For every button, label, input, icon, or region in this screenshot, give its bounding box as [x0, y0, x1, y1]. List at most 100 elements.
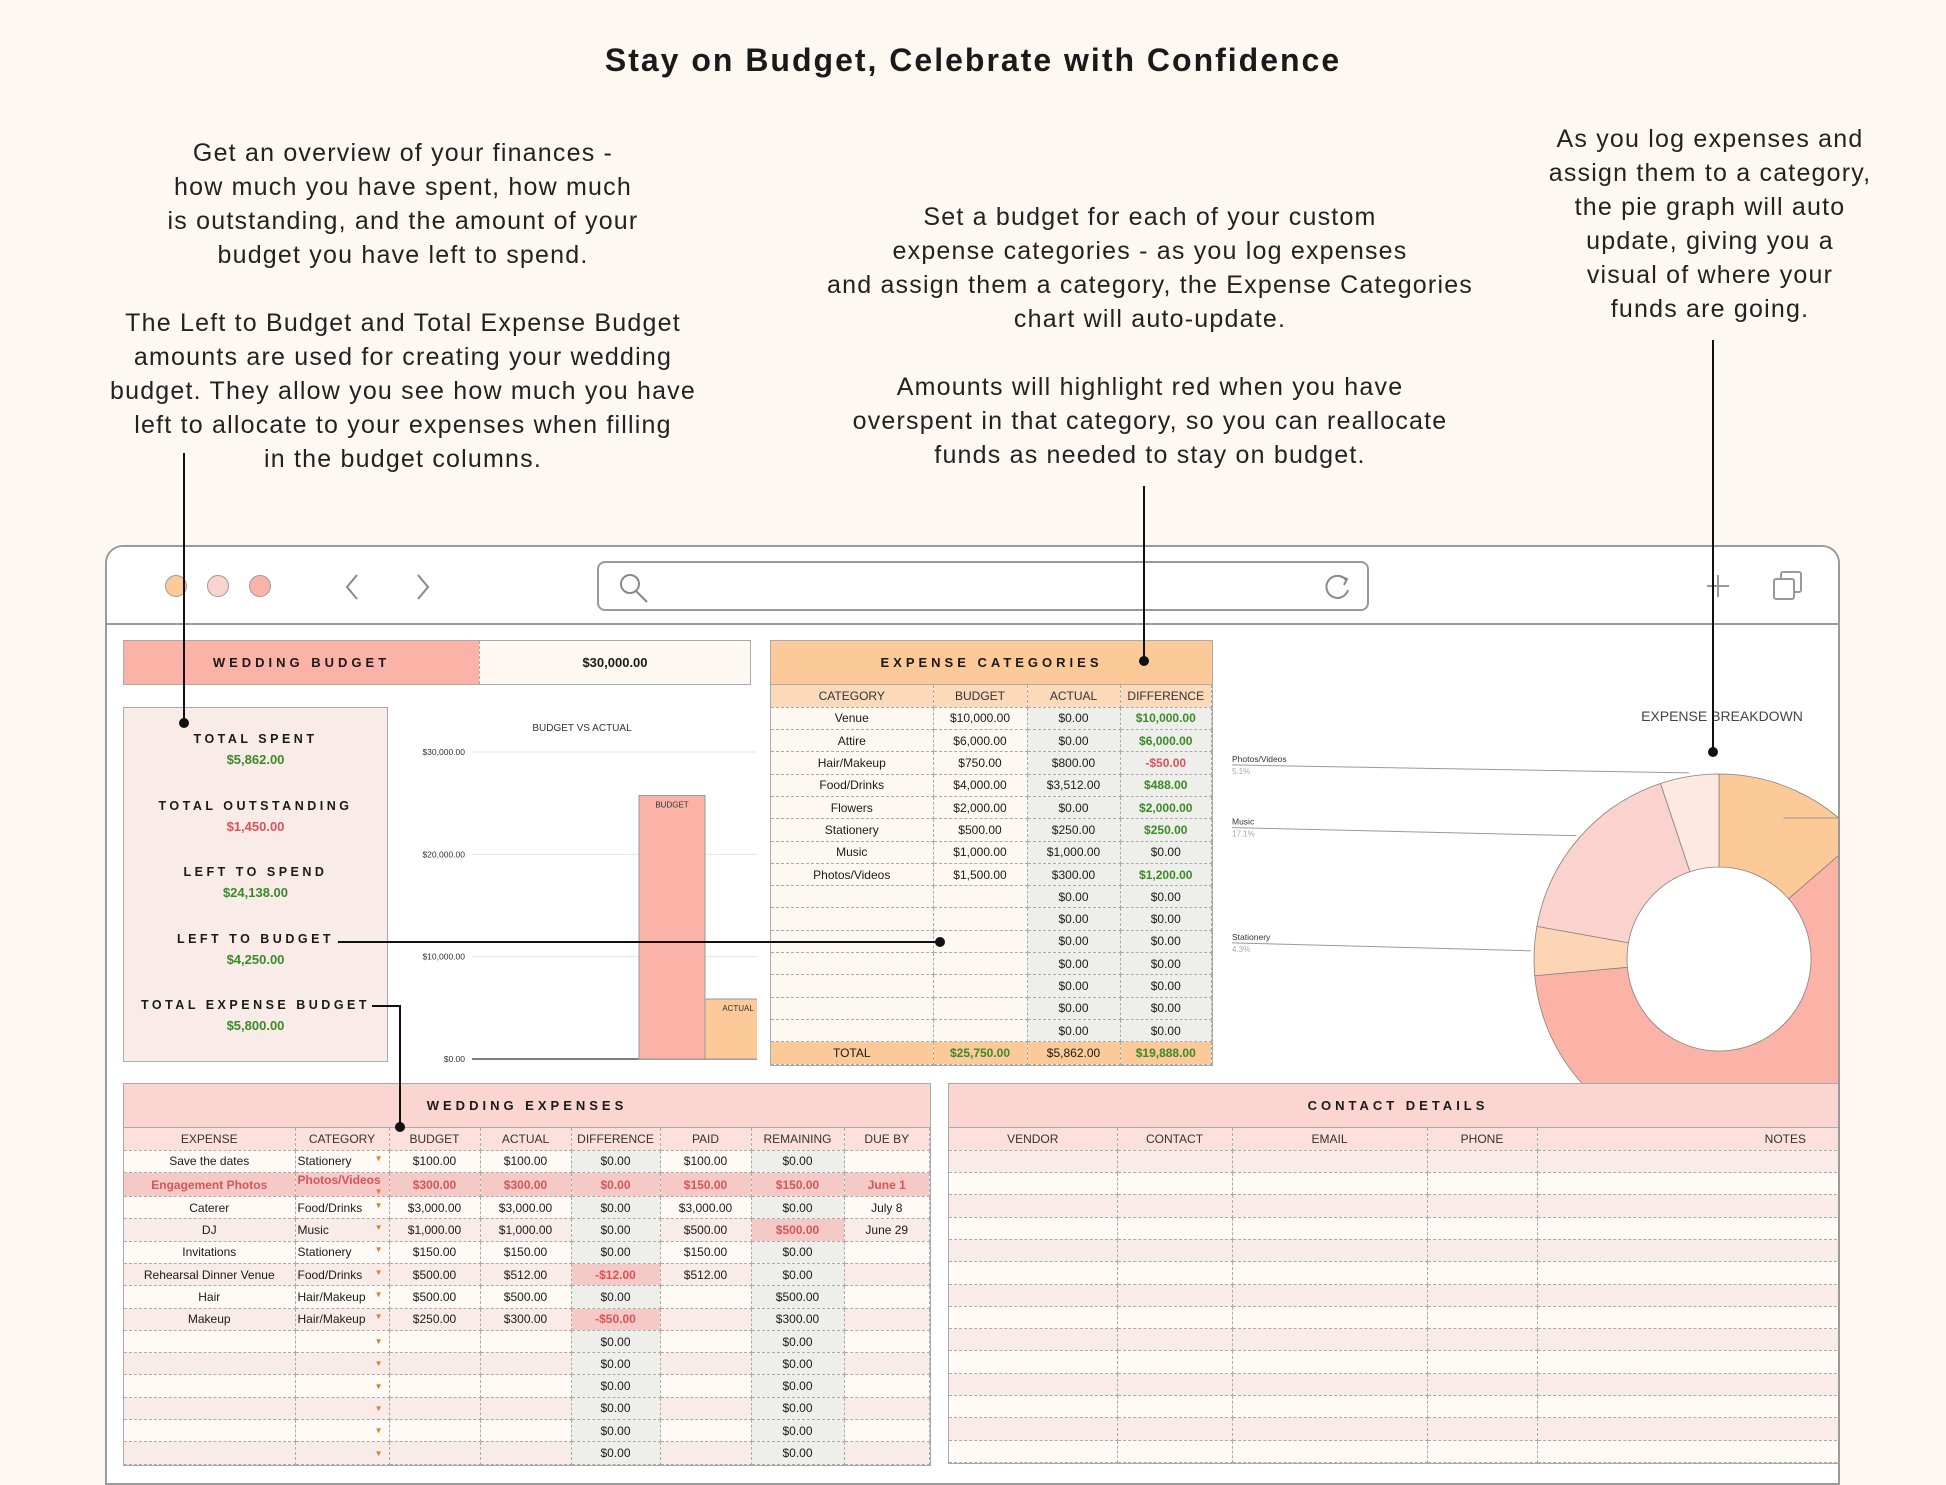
table-cell[interactable] — [1232, 1395, 1428, 1419]
category-dropdown[interactable]: Music ▼ — [295, 1218, 390, 1242]
table-cell[interactable] — [933, 997, 1028, 1020]
table-cell[interactable] — [1427, 1417, 1538, 1441]
table-cell[interactable] — [1427, 1150, 1538, 1174]
table-cell[interactable] — [949, 1194, 1118, 1218]
table-cell[interactable]: $3,000.00 — [480, 1196, 572, 1220]
table-cell[interactable]: $750.00 — [933, 751, 1028, 775]
table-cell[interactable]: $1,000.00 — [1027, 841, 1121, 864]
table-cell[interactable]: $512.00 — [660, 1263, 752, 1287]
table-cell[interactable] — [1537, 1194, 1838, 1218]
dropdown-arrow-icon[interactable]: ▼ — [374, 1312, 383, 1322]
table-cell[interactable] — [844, 1397, 930, 1421]
table-cell[interactable]: $0.00 — [1120, 885, 1212, 909]
table-cell[interactable] — [1427, 1172, 1538, 1196]
table-cell[interactable] — [660, 1374, 752, 1398]
table-cell[interactable]: $800.00 — [1027, 751, 1121, 775]
table-cell[interactable]: Engagement Photos — [124, 1172, 296, 1198]
table-cell[interactable] — [1427, 1217, 1538, 1240]
category-dropdown[interactable]: ▼ — [295, 1397, 390, 1421]
table-cell[interactable] — [1117, 1395, 1233, 1419]
table-cell[interactable] — [1232, 1440, 1428, 1463]
table-cell[interactable] — [844, 1241, 930, 1264]
table-cell[interactable]: $0.00 — [1027, 729, 1121, 753]
table-cell[interactable]: Hair/Makeup — [771, 751, 934, 775]
table-cell[interactable] — [949, 1417, 1118, 1441]
dropdown-arrow-icon[interactable]: ▼ — [374, 1359, 383, 1369]
table-cell[interactable] — [1537, 1395, 1838, 1419]
table-cell[interactable] — [933, 952, 1028, 976]
table-cell[interactable]: Caterer — [124, 1196, 296, 1220]
table-cell[interactable]: Stationery — [771, 818, 934, 842]
table-cell[interactable] — [389, 1441, 481, 1465]
table-cell[interactable] — [1117, 1417, 1233, 1441]
table-cell[interactable] — [844, 1441, 930, 1465]
table-cell[interactable] — [844, 1150, 930, 1174]
dropdown-arrow-icon[interactable]: ▼ — [374, 1154, 383, 1164]
table-cell[interactable]: $300.00 — [480, 1172, 572, 1198]
table-cell[interactable]: $1,500.00 — [933, 863, 1028, 887]
table-cell[interactable] — [660, 1441, 752, 1465]
table-cell[interactable] — [660, 1397, 752, 1421]
table-cell[interactable]: DJ — [124, 1218, 296, 1242]
table-cell[interactable]: Rehearsal Dinner Venue — [124, 1263, 296, 1287]
table-cell[interactable] — [1537, 1417, 1838, 1441]
table-cell[interactable]: $500.00 — [660, 1218, 752, 1242]
table-cell[interactable]: Venue — [771, 707, 934, 731]
table-cell[interactable] — [1537, 1150, 1838, 1174]
table-cell[interactable] — [480, 1374, 572, 1398]
table-cell[interactable] — [124, 1330, 296, 1354]
table-cell[interactable] — [771, 997, 934, 1020]
category-dropdown[interactable]: Stationery ▼ — [295, 1241, 390, 1264]
table-cell[interactable]: -$12.00 — [571, 1263, 661, 1287]
table-cell[interactable]: July 8 — [844, 1196, 930, 1220]
table-cell[interactable] — [1117, 1150, 1233, 1174]
table-cell[interactable]: $0.00 — [1120, 930, 1212, 954]
table-cell[interactable] — [480, 1352, 572, 1376]
table-cell[interactable] — [949, 1172, 1118, 1196]
table-cell[interactable] — [1427, 1373, 1538, 1397]
category-dropdown[interactable]: ▼ — [295, 1441, 390, 1465]
table-cell[interactable]: $2,000.00 — [933, 796, 1028, 820]
table-cell[interactable] — [660, 1308, 752, 1331]
table-cell[interactable]: $300.00 — [751, 1308, 845, 1331]
table-cell[interactable] — [389, 1374, 481, 1398]
table-cell[interactable]: $0.00 — [571, 1150, 661, 1174]
table-cell[interactable]: June 1 — [844, 1172, 930, 1198]
table-cell[interactable] — [949, 1217, 1118, 1240]
table-cell[interactable]: $0.00 — [1120, 952, 1212, 976]
table-cell[interactable]: $1,000.00 — [480, 1218, 572, 1242]
table-cell[interactable]: $0.00 — [751, 1330, 845, 1354]
table-cell[interactable]: $0.00 — [751, 1352, 845, 1376]
table-cell[interactable]: $0.00 — [571, 1374, 661, 1398]
table-cell[interactable]: Hair — [124, 1285, 296, 1309]
table-cell[interactable] — [1427, 1350, 1538, 1374]
table-cell[interactable]: Food/Drinks — [771, 774, 934, 797]
table-cell[interactable] — [1117, 1373, 1233, 1397]
table-cell[interactable]: $100.00 — [660, 1150, 752, 1174]
table-cell[interactable] — [660, 1419, 752, 1443]
table-cell[interactable]: $0.00 — [1120, 974, 1212, 998]
table-cell[interactable] — [1427, 1395, 1538, 1419]
table-cell[interactable]: $0.00 — [1027, 796, 1121, 820]
table-cell[interactable] — [1117, 1239, 1233, 1263]
table-cell[interactable] — [124, 1374, 296, 1398]
table-cell[interactable]: $3,000.00 — [660, 1196, 752, 1220]
table-cell[interactable] — [949, 1306, 1118, 1330]
dropdown-arrow-icon[interactable]: ▼ — [374, 1200, 383, 1210]
table-cell[interactable]: $0.00 — [1027, 885, 1121, 909]
table-cell[interactable] — [1232, 1150, 1428, 1174]
table-cell[interactable] — [1117, 1284, 1233, 1307]
table-cell[interactable] — [1232, 1194, 1428, 1218]
table-cell[interactable] — [1117, 1217, 1233, 1240]
table-cell[interactable] — [124, 1441, 296, 1465]
table-cell[interactable]: $500.00 — [751, 1218, 845, 1242]
table-cell[interactable]: -$50.00 — [1120, 751, 1212, 775]
table-cell[interactable]: $0.00 — [1027, 707, 1121, 731]
table-cell[interactable]: $300.00 — [1027, 863, 1121, 887]
table-cell[interactable]: $250.00 — [389, 1308, 481, 1331]
table-cell[interactable] — [1427, 1261, 1538, 1285]
wedding-budget-value[interactable]: $30,000.00 — [479, 641, 750, 684]
table-cell[interactable]: $6,000.00 — [933, 729, 1028, 753]
table-cell[interactable] — [949, 1239, 1118, 1263]
table-cell[interactable] — [949, 1261, 1118, 1285]
